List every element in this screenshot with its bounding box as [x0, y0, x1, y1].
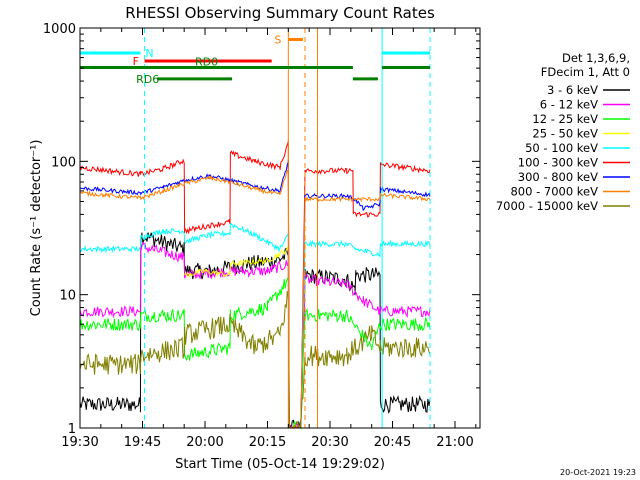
- axes: 19:30 19:45 20:00 20:15 20:30 20:45 21:00 1 10 10…: [43, 22, 480, 450]
- series-2-line: [79, 273, 431, 430]
- legend-entry-label: 50 - 100 keV: [525, 141, 598, 155]
- x-axis-label: Start Time (05-Oct-14 19:29:02): [175, 457, 385, 472]
- observing-markers: NF S RD0 RD6: [79, 28, 431, 428]
- legend-entry-label: 6 - 12 keV: [540, 98, 598, 112]
- plot-frame: [79, 27, 481, 429]
- series-5-line: [79, 139, 431, 429]
- series-6-line: [79, 159, 431, 429]
- x-tick-label: 19:30: [61, 435, 98, 450]
- x-tick-label: 20:15: [249, 435, 286, 450]
- marker-label-s: S: [274, 33, 281, 46]
- legend-entry-label: 7000 - 15000 keV: [496, 199, 598, 213]
- series-7-line: [79, 165, 431, 429]
- legend-entry-label: 3 - 6 keV: [547, 83, 598, 97]
- legend-entry-label: 800 - 7000 keV: [510, 185, 598, 199]
- y-tick-label: 10: [59, 289, 76, 304]
- y-tick-label: 1: [68, 422, 76, 437]
- legend-entry-label: 100 - 300 keV: [518, 156, 598, 170]
- legend-header: FDecim 1, Att 0: [541, 65, 630, 79]
- y-axis-label: Count Rate (s⁻¹ detector⁻¹): [29, 140, 44, 317]
- footer-date: 20-Oct-2021 19:23: [560, 468, 636, 477]
- legend-header: Det 1,3,6,9,: [562, 51, 630, 65]
- x-tick-label: 20:30: [311, 435, 348, 450]
- y-tick-label: 1000: [43, 22, 76, 37]
- x-tick-label: 19:45: [124, 435, 161, 450]
- series-8-line: [79, 291, 431, 429]
- series-0-line: [79, 232, 431, 429]
- marker-label-f: F: [133, 55, 139, 68]
- series-4-line: [79, 222, 431, 429]
- x-tick-label: 21:00: [436, 435, 473, 450]
- marker-label-rd6: RD6: [136, 73, 159, 86]
- legend-entry-label: 300 - 800 keV: [518, 170, 598, 184]
- legend-entry-label: 25 - 50 keV: [532, 127, 598, 141]
- series-1-line: [79, 241, 431, 429]
- marker-label-rd0: RD0: [195, 56, 218, 69]
- marker-label-n: N: [145, 47, 153, 60]
- chart-title: RHESSI Observing Summary Count Rates: [125, 4, 435, 22]
- series-3-line: [184, 246, 290, 429]
- y-tick-label: 100: [51, 155, 76, 170]
- x-tick-label: 20:45: [374, 435, 411, 450]
- plot-area: [79, 139, 431, 430]
- legend-entry-label: 12 - 25 keV: [532, 112, 598, 126]
- x-tick-label: 20:00: [186, 435, 223, 450]
